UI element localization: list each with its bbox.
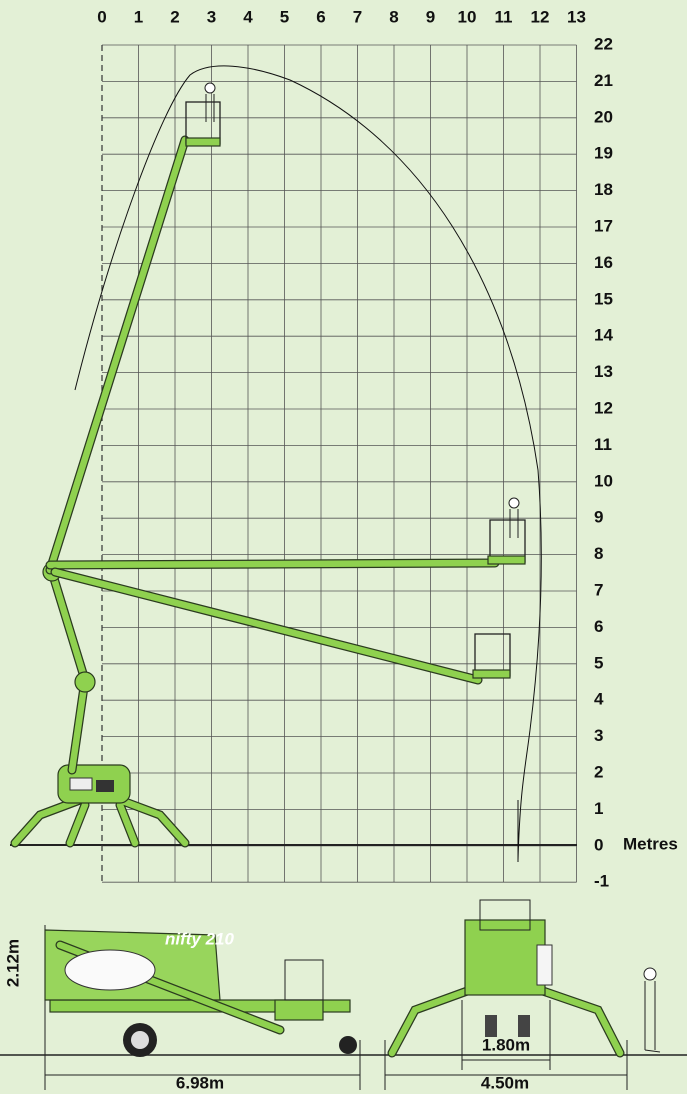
x-label: 7 [353,7,362,26]
y-label: 15 [594,289,613,308]
x-label: 8 [389,7,398,26]
y-label: 7 [594,580,603,599]
background [0,0,687,1094]
y-label: 2 [594,762,603,781]
y-label: 11 [594,435,612,454]
y-label: 9 [594,508,603,527]
x-label: 10 [458,7,477,26]
y-label: 5 [594,653,603,672]
working-range-diagram: 0123456789101112132221201918171615141312… [0,0,687,1094]
y-label: 20 [594,107,613,126]
y-label: 21 [594,71,613,90]
y-label: 16 [594,253,613,272]
brand: nifty 210 [165,929,235,948]
y-label: 3 [594,726,603,745]
y-label: 8 [594,544,603,563]
y-label: 6 [594,617,603,636]
x-label: 5 [280,7,289,26]
unit-label: Metres [623,834,678,853]
y-label: 12 [594,398,613,417]
x-label: 11 [495,7,513,26]
length-label: 6.98m [176,1073,224,1092]
y-label: 1 [594,799,603,818]
x-label: 2 [170,7,179,26]
y-label: 19 [594,144,613,163]
y-label: 10 [594,471,613,490]
x-label: 3 [207,7,216,26]
y-label: 17 [594,216,613,235]
y-label: 14 [594,326,613,345]
x-label: 4 [243,7,253,26]
y-label: 0 [594,835,603,854]
track-label: 1.80m [482,1035,530,1054]
y-label: 13 [594,362,613,381]
y-label: 22 [594,34,613,53]
x-label: 13 [567,7,586,26]
x-label: 0 [97,7,106,26]
y-label: 18 [594,180,613,199]
y-label: 4 [594,690,604,709]
height-label: 2.12m [3,939,22,987]
x-label: 6 [316,7,325,26]
x-label: 9 [426,7,435,26]
x-label: 12 [531,7,550,26]
x-label: 1 [134,7,143,26]
width-label: 4.50m [481,1073,529,1092]
y-label: -1 [594,872,609,891]
